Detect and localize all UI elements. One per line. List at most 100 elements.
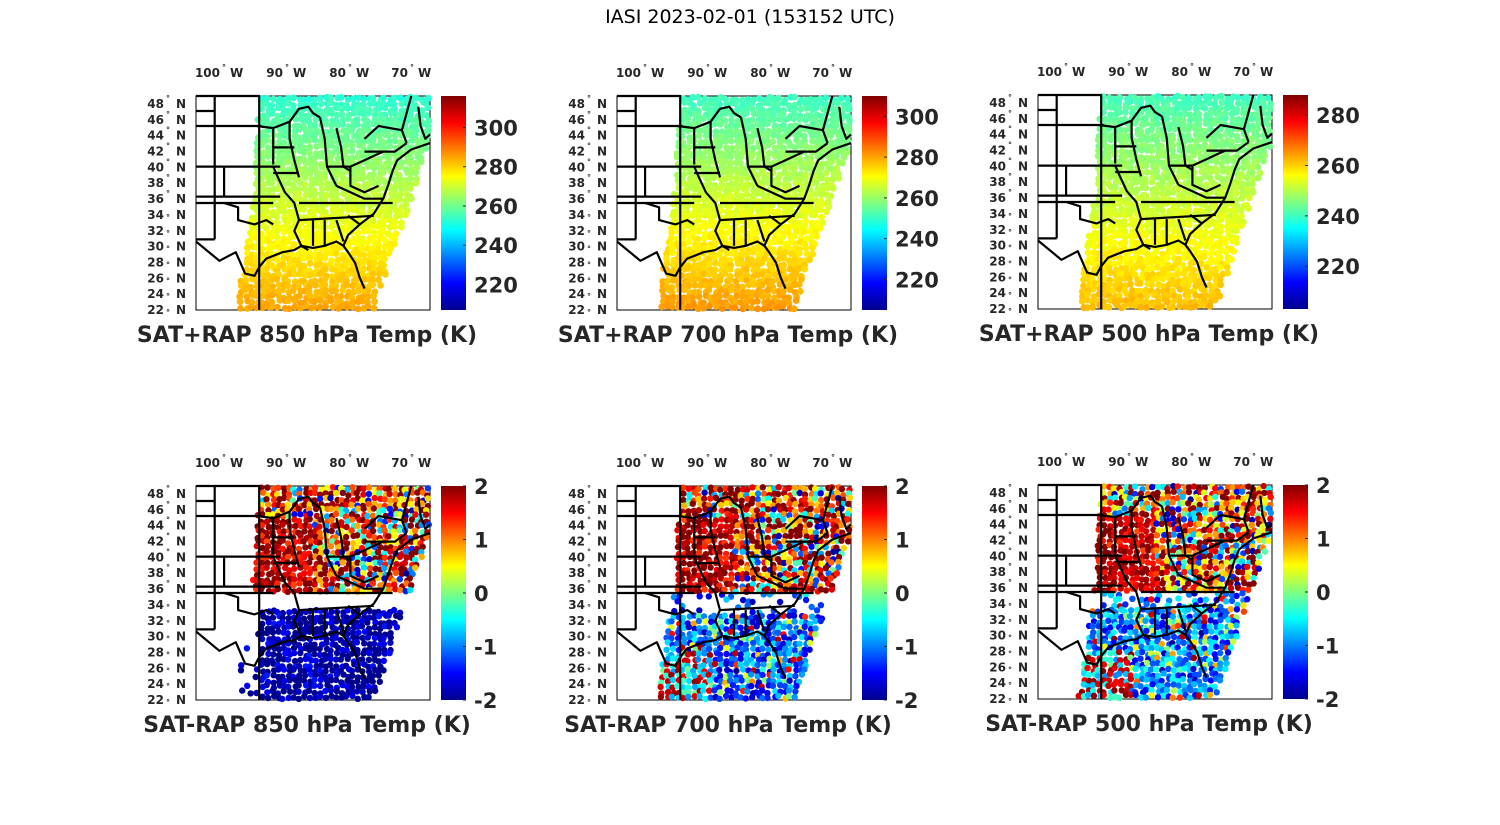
data-point	[705, 244, 712, 252]
data-point	[353, 489, 360, 496]
lat-suffix: N	[176, 661, 186, 675]
data-point	[402, 548, 410, 555]
data-point	[758, 126, 766, 133]
degree-symbol: °	[831, 63, 835, 72]
data-point	[326, 571, 334, 578]
data-point	[1121, 239, 1129, 246]
lat-value: 22	[989, 302, 1006, 316]
lat-suffix: N	[176, 255, 186, 269]
data-point	[269, 243, 277, 251]
colorbar-tick-label: 240	[895, 228, 939, 252]
data-point	[369, 217, 377, 224]
lat-value: 34	[989, 207, 1006, 221]
data-point	[348, 142, 356, 150]
data-point	[306, 510, 314, 517]
data-point	[291, 565, 298, 572]
data-point	[1211, 119, 1219, 127]
data-point	[338, 105, 346, 113]
data-point	[381, 243, 389, 251]
data-point	[342, 141, 350, 149]
data-point	[321, 281, 329, 289]
data-point	[707, 206, 715, 214]
data-point	[691, 243, 699, 251]
data-point	[743, 297, 751, 305]
data-point	[1185, 94, 1192, 102]
data-point	[771, 271, 779, 279]
data-point	[728, 131, 736, 139]
data-point	[673, 153, 681, 161]
data-point	[268, 291, 276, 299]
data-point	[382, 120, 390, 128]
lat-tick-label: 24 ° N	[147, 677, 186, 691]
data-point	[397, 587, 404, 594]
data-point	[292, 676, 299, 684]
lat-suffix: N	[597, 240, 607, 254]
data-point	[726, 266, 734, 273]
state-border-line	[1114, 104, 1163, 129]
lat-suffix: N	[176, 145, 186, 159]
data-point	[372, 619, 379, 626]
data-point	[328, 223, 335, 231]
data-point	[1185, 104, 1193, 112]
data-point	[327, 153, 335, 160]
data-point	[684, 202, 691, 210]
lat-suffix: N	[1018, 128, 1028, 142]
data-point	[1102, 103, 1110, 111]
data-point	[1131, 271, 1139, 278]
state-border-line	[1038, 93, 1103, 309]
data-point	[1206, 274, 1213, 282]
data-point	[318, 141, 326, 149]
data-point	[311, 159, 318, 167]
state-border-line	[272, 105, 321, 130]
data-point	[797, 142, 805, 149]
degree-symbol: °	[166, 666, 170, 675]
data-point	[722, 261, 729, 268]
lat-tick-label: 42 ° N	[989, 141, 1028, 158]
data-point	[359, 497, 366, 504]
data-point	[377, 625, 384, 632]
data-point	[774, 174, 782, 182]
data-point	[822, 94, 830, 102]
lon-value: 90	[266, 66, 283, 80]
data-point	[716, 100, 723, 108]
data-point	[1245, 194, 1253, 202]
figure-title: IASI 2023-02-01 (153152 UTC)	[605, 6, 895, 28]
data-point	[764, 142, 772, 149]
data-point	[327, 94, 334, 102]
lat-value: 36	[147, 582, 164, 596]
data-point	[1091, 242, 1098, 250]
data-point	[425, 117, 433, 125]
data-point	[1122, 136, 1129, 144]
data-point	[369, 249, 377, 257]
state-border-line	[616, 240, 730, 277]
data-point	[802, 244, 810, 252]
lat-suffix: N	[597, 303, 607, 317]
data-point	[1174, 248, 1182, 255]
data-point	[292, 138, 299, 146]
degree-symbol: °	[166, 516, 170, 525]
data-point	[1232, 207, 1240, 215]
data-point	[349, 95, 357, 102]
lat-value: 42	[147, 535, 164, 549]
data-point	[323, 639, 330, 646]
data-point	[370, 164, 378, 172]
data-point	[798, 164, 806, 171]
lon-value: 80	[329, 456, 346, 470]
data-point	[1186, 111, 1194, 119]
data-point	[1192, 302, 1199, 310]
data-point	[1197, 135, 1205, 143]
data-point	[316, 529, 323, 536]
data-point	[263, 518, 271, 525]
data-point	[1090, 202, 1098, 209]
data-point	[311, 250, 319, 258]
data-point	[1136, 280, 1144, 287]
lat-value: 40	[568, 160, 585, 174]
data-point	[295, 126, 303, 133]
data-point	[806, 227, 814, 235]
data-point	[412, 527, 419, 534]
data-point	[1202, 242, 1210, 250]
data-point	[718, 305, 726, 312]
data-point	[327, 543, 334, 550]
data-point	[813, 179, 820, 187]
